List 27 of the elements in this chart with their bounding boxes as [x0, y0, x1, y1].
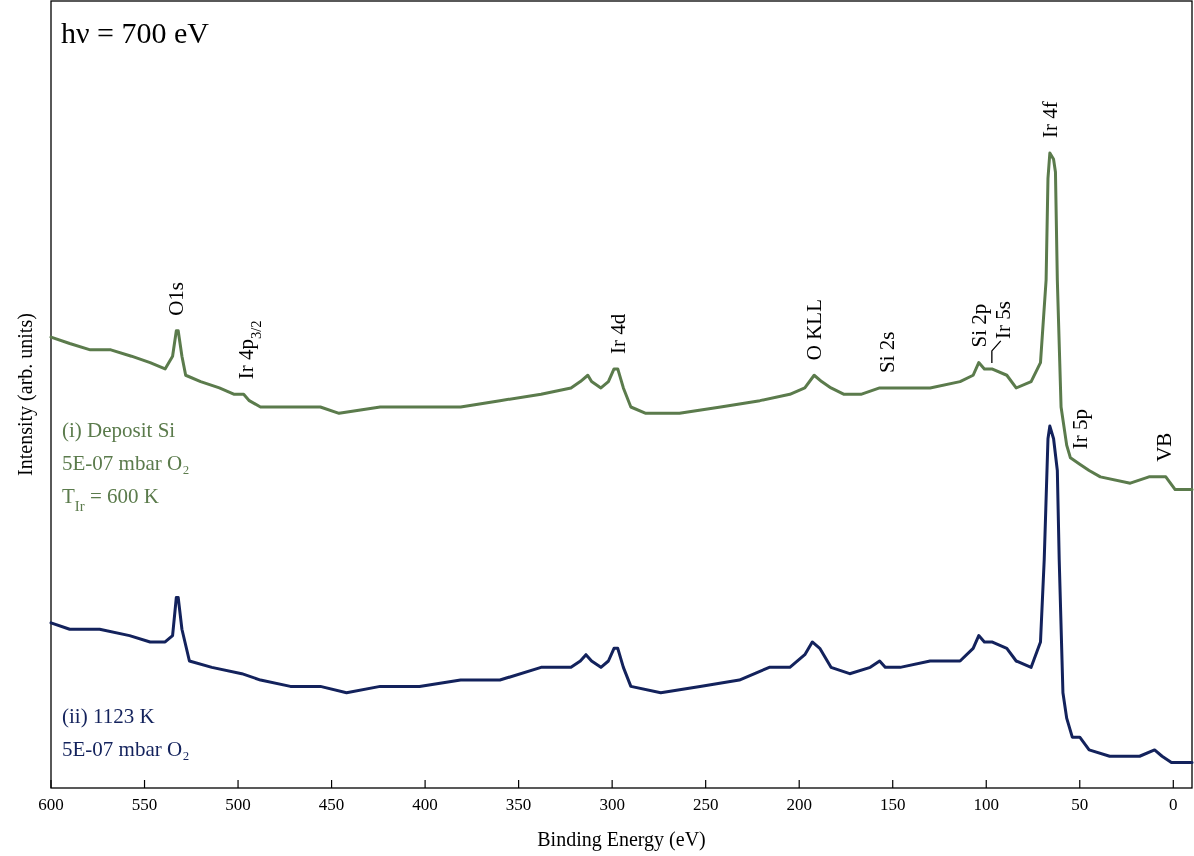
x-axis-title: Binding Energy (eV) — [537, 828, 706, 851]
x-tick-label: 600 — [38, 795, 64, 814]
x-tick-label: 400 — [412, 795, 438, 814]
annotation: Si 2p — [966, 303, 991, 348]
chart-title: hν = 700 eV — [61, 16, 210, 49]
x-tick-label: 300 — [599, 795, 625, 814]
y-axis-title: Intensity (arb. units) — [14, 313, 37, 476]
annotation: O KLL — [802, 299, 827, 361]
x-tick-label: 200 — [786, 795, 812, 814]
annotation: Ir 4d — [605, 313, 630, 354]
x-tick-label: 450 — [318, 795, 345, 814]
series-label: (ii) 1123 K 5E-07 mbar O₂ — [62, 703, 190, 761]
x-tick-label: 550 — [131, 795, 158, 814]
annotation: Si 2s — [875, 331, 900, 373]
x-tick-label: 350 — [505, 795, 532, 814]
x-tick-label: 150 — [879, 795, 906, 814]
annotation: Ir 5s — [990, 300, 1015, 339]
annotation: VB — [1151, 432, 1176, 462]
x-tick-label: 0 — [1169, 795, 1178, 814]
annotation: O1s — [164, 281, 189, 316]
annotation: Ir 5p — [1067, 408, 1092, 450]
x-tick-label: 50 — [1071, 795, 1089, 814]
series-label: (i) Deposit Si 5E-07 mbar O₂ T$_{Ir}$ = 600 K — [62, 418, 190, 515]
x-tick-label: 100 — [973, 795, 999, 814]
annotation: Ir 4f — [1037, 101, 1062, 138]
x-tick-label: 250 — [692, 795, 719, 814]
x-tick-label: 500 — [225, 795, 251, 814]
